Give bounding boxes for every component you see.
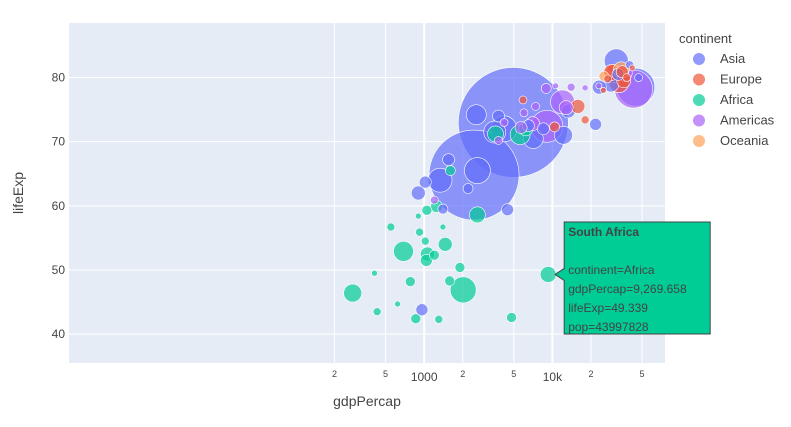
bubble-africa[interactable] [506, 312, 517, 323]
y-tick-label: 50 [52, 263, 66, 277]
bubble-americas[interactable] [595, 82, 603, 90]
bubble-africa[interactable] [429, 249, 440, 261]
bubble-europe[interactable] [518, 95, 528, 105]
bubble-africa[interactable] [372, 307, 382, 316]
y-tick-label: 60 [52, 199, 66, 213]
bubble-europe[interactable] [622, 73, 632, 82]
bubble-africa[interactable] [439, 223, 447, 231]
bubble-americas[interactable] [499, 118, 509, 127]
x-axis-ticks: 1000 10k 2 5 2 5 2 5 [332, 369, 645, 384]
bubble-americas[interactable] [430, 195, 439, 205]
bubble-asia[interactable] [462, 183, 474, 194]
bubble-africa[interactable] [405, 276, 416, 287]
x-minor-tick-label: 2 [589, 369, 594, 379]
bubble-europe[interactable] [600, 87, 607, 94]
x-minor-tick-label: 2 [460, 369, 465, 379]
bubble-europe[interactable] [580, 115, 590, 125]
legend-marker [693, 73, 705, 86]
y-axis-title: lifeExp [10, 172, 26, 214]
bubble-asia[interactable] [415, 303, 429, 317]
tooltip-box [554, 221, 711, 335]
bubble-africa[interactable] [343, 283, 362, 303]
tooltip-line: pop=43997828 [568, 320, 649, 334]
bubble-americas[interactable] [531, 102, 540, 111]
tooltip-title: South Africa [568, 225, 639, 239]
bubble-asia[interactable] [464, 157, 491, 184]
bubble-africa[interactable] [469, 206, 486, 224]
bubble-asia[interactable] [501, 203, 514, 216]
legend-marker [693, 114, 705, 127]
bubble-africa[interactable] [420, 254, 433, 267]
bubble-americas[interactable] [519, 108, 529, 118]
bubble-americas[interactable] [558, 100, 574, 115]
bubble-americas[interactable] [514, 121, 528, 134]
bubble-asia[interactable] [418, 175, 432, 189]
y-tick-label: 70 [52, 135, 66, 149]
x-tick-label: 1000 [411, 370, 438, 384]
x-minor-tick-label: 5 [511, 369, 516, 379]
y-tick-label: 40 [52, 327, 66, 341]
legend-marker [693, 135, 705, 147]
bubble-africa[interactable] [415, 227, 424, 237]
bubble-africa[interactable] [394, 300, 401, 308]
bubble-asia[interactable] [589, 118, 602, 131]
bubble-americas[interactable] [540, 83, 552, 94]
bubble-africa[interactable] [415, 212, 422, 220]
x-tick-label: 10k [543, 370, 563, 384]
bubble-europe[interactable] [629, 64, 636, 72]
legend-marker [693, 53, 705, 65]
bubble-africa[interactable] [437, 237, 453, 252]
bubble-americas[interactable] [552, 82, 559, 90]
legend[interactable]: continent Asia Europe Africa Americas Oceani… [679, 31, 775, 148]
legend-title: continent [679, 31, 732, 46]
bubble-asia[interactable] [442, 153, 455, 166]
legend-item-americas[interactable]: Americas [720, 113, 775, 128]
bubble-americas[interactable] [566, 82, 576, 92]
bubble-africa[interactable] [434, 315, 444, 324]
bubble-asia[interactable] [411, 185, 426, 201]
tooltip-line: lifeExp=49.339 [568, 301, 648, 315]
bubble-asia[interactable] [437, 203, 449, 215]
bubble-asia[interactable] [634, 73, 643, 82]
tooltip-line: gdpPercap=9,269.658 [568, 282, 687, 296]
bubble-europe[interactable] [603, 74, 613, 84]
hover-tooltip: South Africa continent=Africa gdpPercap=9,… [554, 221, 711, 335]
x-minor-tick-label: 5 [383, 369, 388, 379]
legend-item-asia[interactable]: Asia [720, 51, 746, 66]
legend-item-oceania[interactable]: Oceania [720, 133, 769, 148]
bubble-africa[interactable] [454, 262, 466, 273]
tooltip-line: continent=Africa [568, 263, 655, 277]
bubble-asia[interactable] [537, 122, 550, 136]
data-points[interactable] [343, 48, 656, 325]
legend-item-africa[interactable]: Africa [720, 92, 754, 107]
legend-marker [693, 94, 705, 106]
y-tick-label: 80 [52, 71, 66, 85]
bubble-africa[interactable] [393, 241, 414, 262]
bubble-africa[interactable] [386, 222, 396, 232]
x-axis-title: gdpPercap [333, 393, 401, 409]
bubble-europe[interactable] [549, 121, 560, 133]
bubble-americas[interactable] [494, 136, 503, 145]
legend-item-europe[interactable]: Europe [720, 72, 762, 87]
bubble-africa[interactable] [444, 275, 455, 287]
bubble-americas[interactable] [581, 84, 589, 92]
bubble-africa[interactable] [410, 313, 422, 325]
x-minor-tick-label: 2 [332, 369, 337, 379]
bubble-africa[interactable] [539, 266, 557, 283]
bubble-asia[interactable] [554, 125, 573, 145]
bubble-africa[interactable] [420, 236, 430, 246]
y-axis-ticks: 40 50 60 70 80 [52, 71, 66, 342]
bubble-africa[interactable] [449, 276, 477, 304]
bubble-africa[interactable] [445, 165, 456, 176]
bubble-africa[interactable] [371, 269, 378, 277]
bubble-asia[interactable] [466, 104, 487, 126]
x-minor-tick-label: 5 [640, 369, 645, 379]
bubble-africa[interactable] [421, 205, 433, 216]
